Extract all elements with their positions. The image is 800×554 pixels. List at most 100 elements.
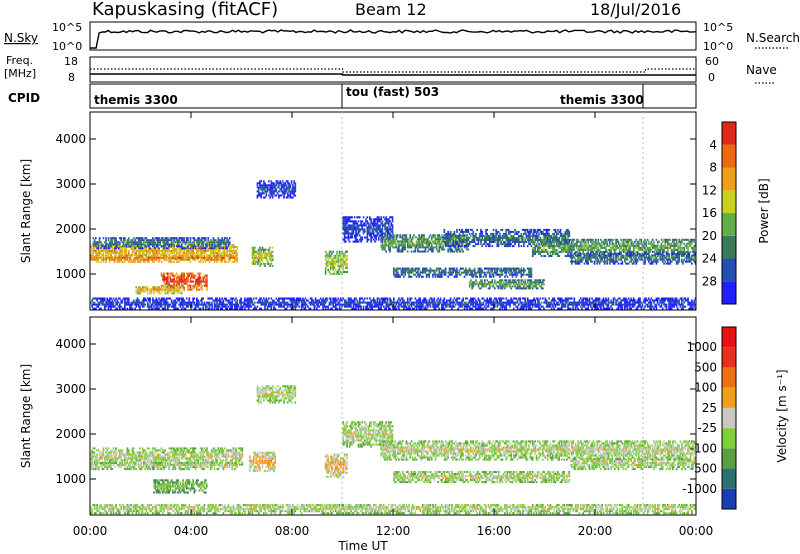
heatmap-cell: [656, 246, 659, 249]
heatmap-cell: [610, 248, 612, 251]
heatmap-cell: [483, 241, 486, 244]
heatmap-cell: [428, 244, 431, 247]
heatmap-cell: [155, 250, 158, 253]
heatmap-cell: [509, 245, 511, 248]
heatmap-cell: [540, 281, 543, 284]
heatmap-cell: [271, 256, 274, 259]
heatmap-cell: [163, 250, 165, 253]
heatmap-cell: [576, 242, 578, 245]
heatmap-cell: [139, 243, 141, 246]
heatmap-cell: [507, 267, 510, 270]
heatmap-cell: [395, 246, 398, 249]
heatmap-cell: [481, 245, 484, 248]
heatmap-cell: [533, 242, 535, 245]
heatmap-cell: [158, 256, 160, 259]
heatmap-cell: [388, 232, 390, 235]
heatmap-cell: [612, 244, 615, 247]
heatmap-cell: [674, 246, 677, 249]
heatmap-cell: [202, 260, 205, 263]
heatmap-cell: [375, 222, 377, 225]
heatmap-cell: [673, 250, 675, 253]
heatmap-cell: [441, 275, 443, 278]
heatmap-cell: [324, 262, 327, 265]
heatmap-cell: [184, 278, 187, 281]
heatmap-cell: [342, 220, 345, 223]
heatmap-cell: [494, 235, 496, 238]
heatmap-cell: [531, 242, 534, 245]
heatmap-cell: [164, 245, 167, 248]
heatmap-cell: [673, 240, 675, 243]
heatmap-cell: [545, 240, 548, 243]
heatmap-cell: [640, 258, 643, 261]
heatmap-cell: [389, 250, 391, 253]
heatmap-cell: [530, 235, 533, 238]
heatmap-cell: [448, 232, 451, 235]
heatmap-cell: [145, 258, 148, 261]
heatmap-cell: [342, 258, 345, 261]
heatmap-cell: [598, 244, 601, 247]
heatmap-cell: [542, 287, 544, 290]
heatmap-cell: [352, 228, 355, 231]
heatmap-cell: [548, 255, 550, 258]
heatmap-cell: [192, 276, 194, 279]
heatmap-cell: [204, 274, 207, 277]
heatmap-cell: [419, 269, 422, 272]
heatmap-cell: [595, 246, 597, 249]
heatmap-cell: [379, 224, 381, 227]
heatmap-cell: [324, 258, 327, 261]
heatmap-cell: [204, 278, 207, 281]
heatmap-cell: [417, 273, 419, 276]
heatmap-cell: [227, 243, 230, 246]
heatmap-cell: [525, 237, 528, 240]
heatmap-cell: [557, 232, 559, 235]
heatmap-cell: [212, 244, 215, 247]
heatmap-cell: [182, 280, 184, 283]
heatmap-cell: [629, 250, 631, 253]
heatmap-cell: [605, 260, 607, 263]
heatmap-cell: [160, 250, 163, 253]
heatmap-cell: [326, 256, 328, 259]
heatmap-cell: [586, 246, 588, 249]
heatmap-cell: [154, 258, 157, 261]
heatmap-cell: [227, 258, 230, 261]
heatmap-cell: [579, 260, 582, 263]
heatmap-cell: [634, 256, 636, 259]
heatmap-cell: [554, 228, 557, 231]
heatmap-cell: [141, 288, 144, 291]
heatmap-cell: [270, 260, 273, 263]
heatmap-cell: [150, 239, 153, 242]
heatmap-cell: [480, 235, 482, 238]
heatmap-cell: [489, 235, 491, 238]
heatmap-cell: [648, 246, 650, 249]
heatmap-cell: [381, 228, 384, 231]
heatmap-cell: [162, 254, 164, 257]
heatmap-cell: [283, 190, 285, 193]
heatmap-cell: [371, 222, 374, 225]
heatmap-cell: [672, 248, 674, 251]
heatmap-cell: [499, 232, 501, 235]
heatmap-cell: [434, 242, 437, 245]
heatmap-cell: [92, 252, 95, 255]
heatmap-cell: [372, 226, 375, 229]
heatmap-cell: [682, 238, 684, 241]
heatmap-cell: [256, 184, 259, 187]
heatmap-cell: [100, 241, 102, 244]
heatmap-cell: [270, 188, 273, 191]
heatmap-cell: [396, 271, 399, 274]
heatmap-cell: [202, 243, 205, 246]
heatmap-cell: [428, 236, 431, 239]
heatmap-cell: [141, 256, 144, 259]
heatmap-cell: [596, 250, 598, 253]
heatmap-cell: [375, 236, 377, 239]
heatmap-cell: [679, 240, 682, 243]
heatmap-cell: [593, 246, 596, 249]
heatmap-cell: [107, 256, 110, 259]
heatmap-cell: [105, 237, 107, 240]
heatmap-cell: [544, 235, 547, 238]
heatmap-cell: [521, 283, 524, 286]
heatmap-cell: [655, 248, 658, 251]
heatmap-cell: [625, 256, 627, 259]
heatmap-cell: [616, 253, 619, 256]
heatmap-cell: [271, 184, 274, 187]
heatmap-cell: [136, 290, 139, 293]
